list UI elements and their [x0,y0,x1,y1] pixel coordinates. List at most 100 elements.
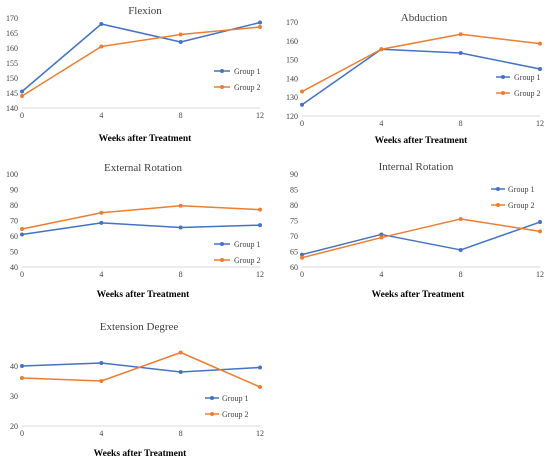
data-point-group-2 [379,235,384,240]
series-line-group-2 [301,218,541,259]
y-tick-label: 145 [6,89,18,98]
chart-title: External Rotation [104,162,182,174]
y-tick-label: 65 [290,248,298,257]
y-tick-label: 60 [290,263,298,272]
data-point-group-1 [379,232,384,237]
data-point-group-1 [99,22,104,26]
plot-marks: 20 30 40 0 4 8 12 [10,350,264,438]
data-point-group-1 [99,220,104,225]
legend: Group 1 Group 2 [491,185,534,210]
y-tick-label: 75 [290,217,298,226]
data-point-group-2 [20,376,24,380]
data-point-group-1 [20,364,24,368]
legend: Group 1 Group 2 [205,394,248,419]
data-point-group-2 [300,89,304,94]
legend-label-group-2: Group 2 [222,410,248,419]
y-tick-label: 80 [290,201,298,210]
x-tick-label: 0 [300,119,304,128]
panel-internal-rotation: Internal Rotation 60 65 70 75 80 85 90 0 4 8 12 We… [290,161,544,300]
series-line-group-2 [301,33,541,93]
legend-label-group-2: Group 2 [234,256,260,265]
y-tick-label: 120 [286,112,298,121]
data-point-group-1 [458,247,463,252]
y-tick-label: 155 [6,59,18,68]
y-tick-label: 140 [6,104,18,113]
data-point-group-1 [258,365,262,370]
data-point-group-2 [458,216,463,221]
data-point-group-2 [458,32,463,37]
y-tick-label: 150 [286,56,298,65]
y-tick-label: 130 [286,93,298,102]
data-point-group-2 [178,32,183,37]
data-point-group-2 [99,44,104,49]
x-axis-label: Weeks after Treatment [375,136,469,146]
legend-marker-group-1 [220,242,224,246]
data-point-group-2 [258,25,262,29]
series-line-group-1 [21,222,261,236]
x-tick-label: 8 [459,270,463,279]
data-point-group-1 [258,20,262,25]
y-tick-label: 150 [6,74,18,83]
plot-marks: 120 130 140 150 160 170 0 4 8 12 [286,18,544,128]
panel-flexion: Flexion 140 145 150 155 160 165 170 0 4 8 12 Weeks… [6,5,264,144]
data-point-group-2 [99,379,104,383]
x-tick-label: 8 [179,270,183,279]
x-tick-label: 4 [99,270,103,279]
plot-marks: 140 145 150 155 160 165 170 0 4 8 12 [6,14,264,120]
plot-marks: 40 50 60 70 80 90 100 0 4 8 12 [6,170,264,279]
x-tick-label: 0 [20,429,24,438]
legend-label-group-1: Group 1 [234,67,260,76]
series-line-group-2 [21,26,261,97]
y-tick-label: 50 [10,248,18,257]
series-line-group-2 [21,205,261,230]
data-point-group-1 [178,370,183,374]
data-point-group-2 [178,350,183,355]
legend-marker-group-1 [501,75,505,79]
panel-abduction: Abduction 120 130 140 150 160 170 0 4 8 12 Weeks … [286,12,544,146]
y-tick-label: 140 [286,74,298,83]
y-tick-label: 40 [10,263,18,272]
x-tick-label: 4 [379,119,383,128]
y-tick-label: 40 [10,362,18,371]
data-point-group-1 [20,232,24,237]
data-point-group-1 [178,40,183,44]
legend-label-group-1: Group 1 [222,394,248,403]
panel-extension-degree: Extension Degree 20 30 40 0 4 8 12 Weeks after… [10,321,264,459]
data-point-group-1 [538,220,542,225]
data-point-group-2 [178,203,183,208]
series-line-group-1 [301,221,541,256]
x-tick-label: 0 [300,270,304,279]
data-point-group-1 [538,67,542,71]
x-axis-label: Weeks after Treatment [99,134,193,144]
legend-marker-group-2 [501,91,505,95]
data-point-group-2 [20,227,24,232]
chart-title: Flexion [128,5,162,17]
panel-external-rotation: External Rotation 40 50 60 70 80 90 100 0 4 8 12 W… [6,162,264,300]
data-point-group-1 [99,361,104,365]
x-tick-label: 0 [20,111,24,120]
chart-title: Extension Degree [100,321,179,333]
x-tick-label: 4 [379,270,383,279]
x-axis-label: Weeks after Treatment [97,290,191,300]
legend-marker-group-1 [210,396,214,400]
plot-marks: 60 65 70 75 80 85 90 0 4 8 12 [290,170,544,279]
legend-label-group-2: Group 2 [234,83,260,92]
series-line-group-2 [21,351,261,388]
data-point-group-1 [458,51,463,56]
x-tick-label: 12 [256,111,264,120]
legend: Group 1 Group 2 [214,240,260,265]
legend: Group 1 Group 2 [496,73,540,98]
x-tick-label: 12 [536,119,544,128]
x-axis-label: Weeks after Treatment [372,290,466,300]
data-point-group-2 [258,385,262,389]
chart-title: Abduction [401,12,448,24]
legend-label-group-2: Group 2 [508,201,534,210]
y-tick-label: 90 [10,186,18,195]
data-point-group-1 [300,252,304,257]
legend-label-group-2: Group 2 [514,89,540,98]
legend-marker-group-1 [220,69,224,73]
data-point-group-1 [20,89,24,94]
y-tick-label: 100 [6,170,18,179]
y-tick-label: 90 [290,170,298,179]
